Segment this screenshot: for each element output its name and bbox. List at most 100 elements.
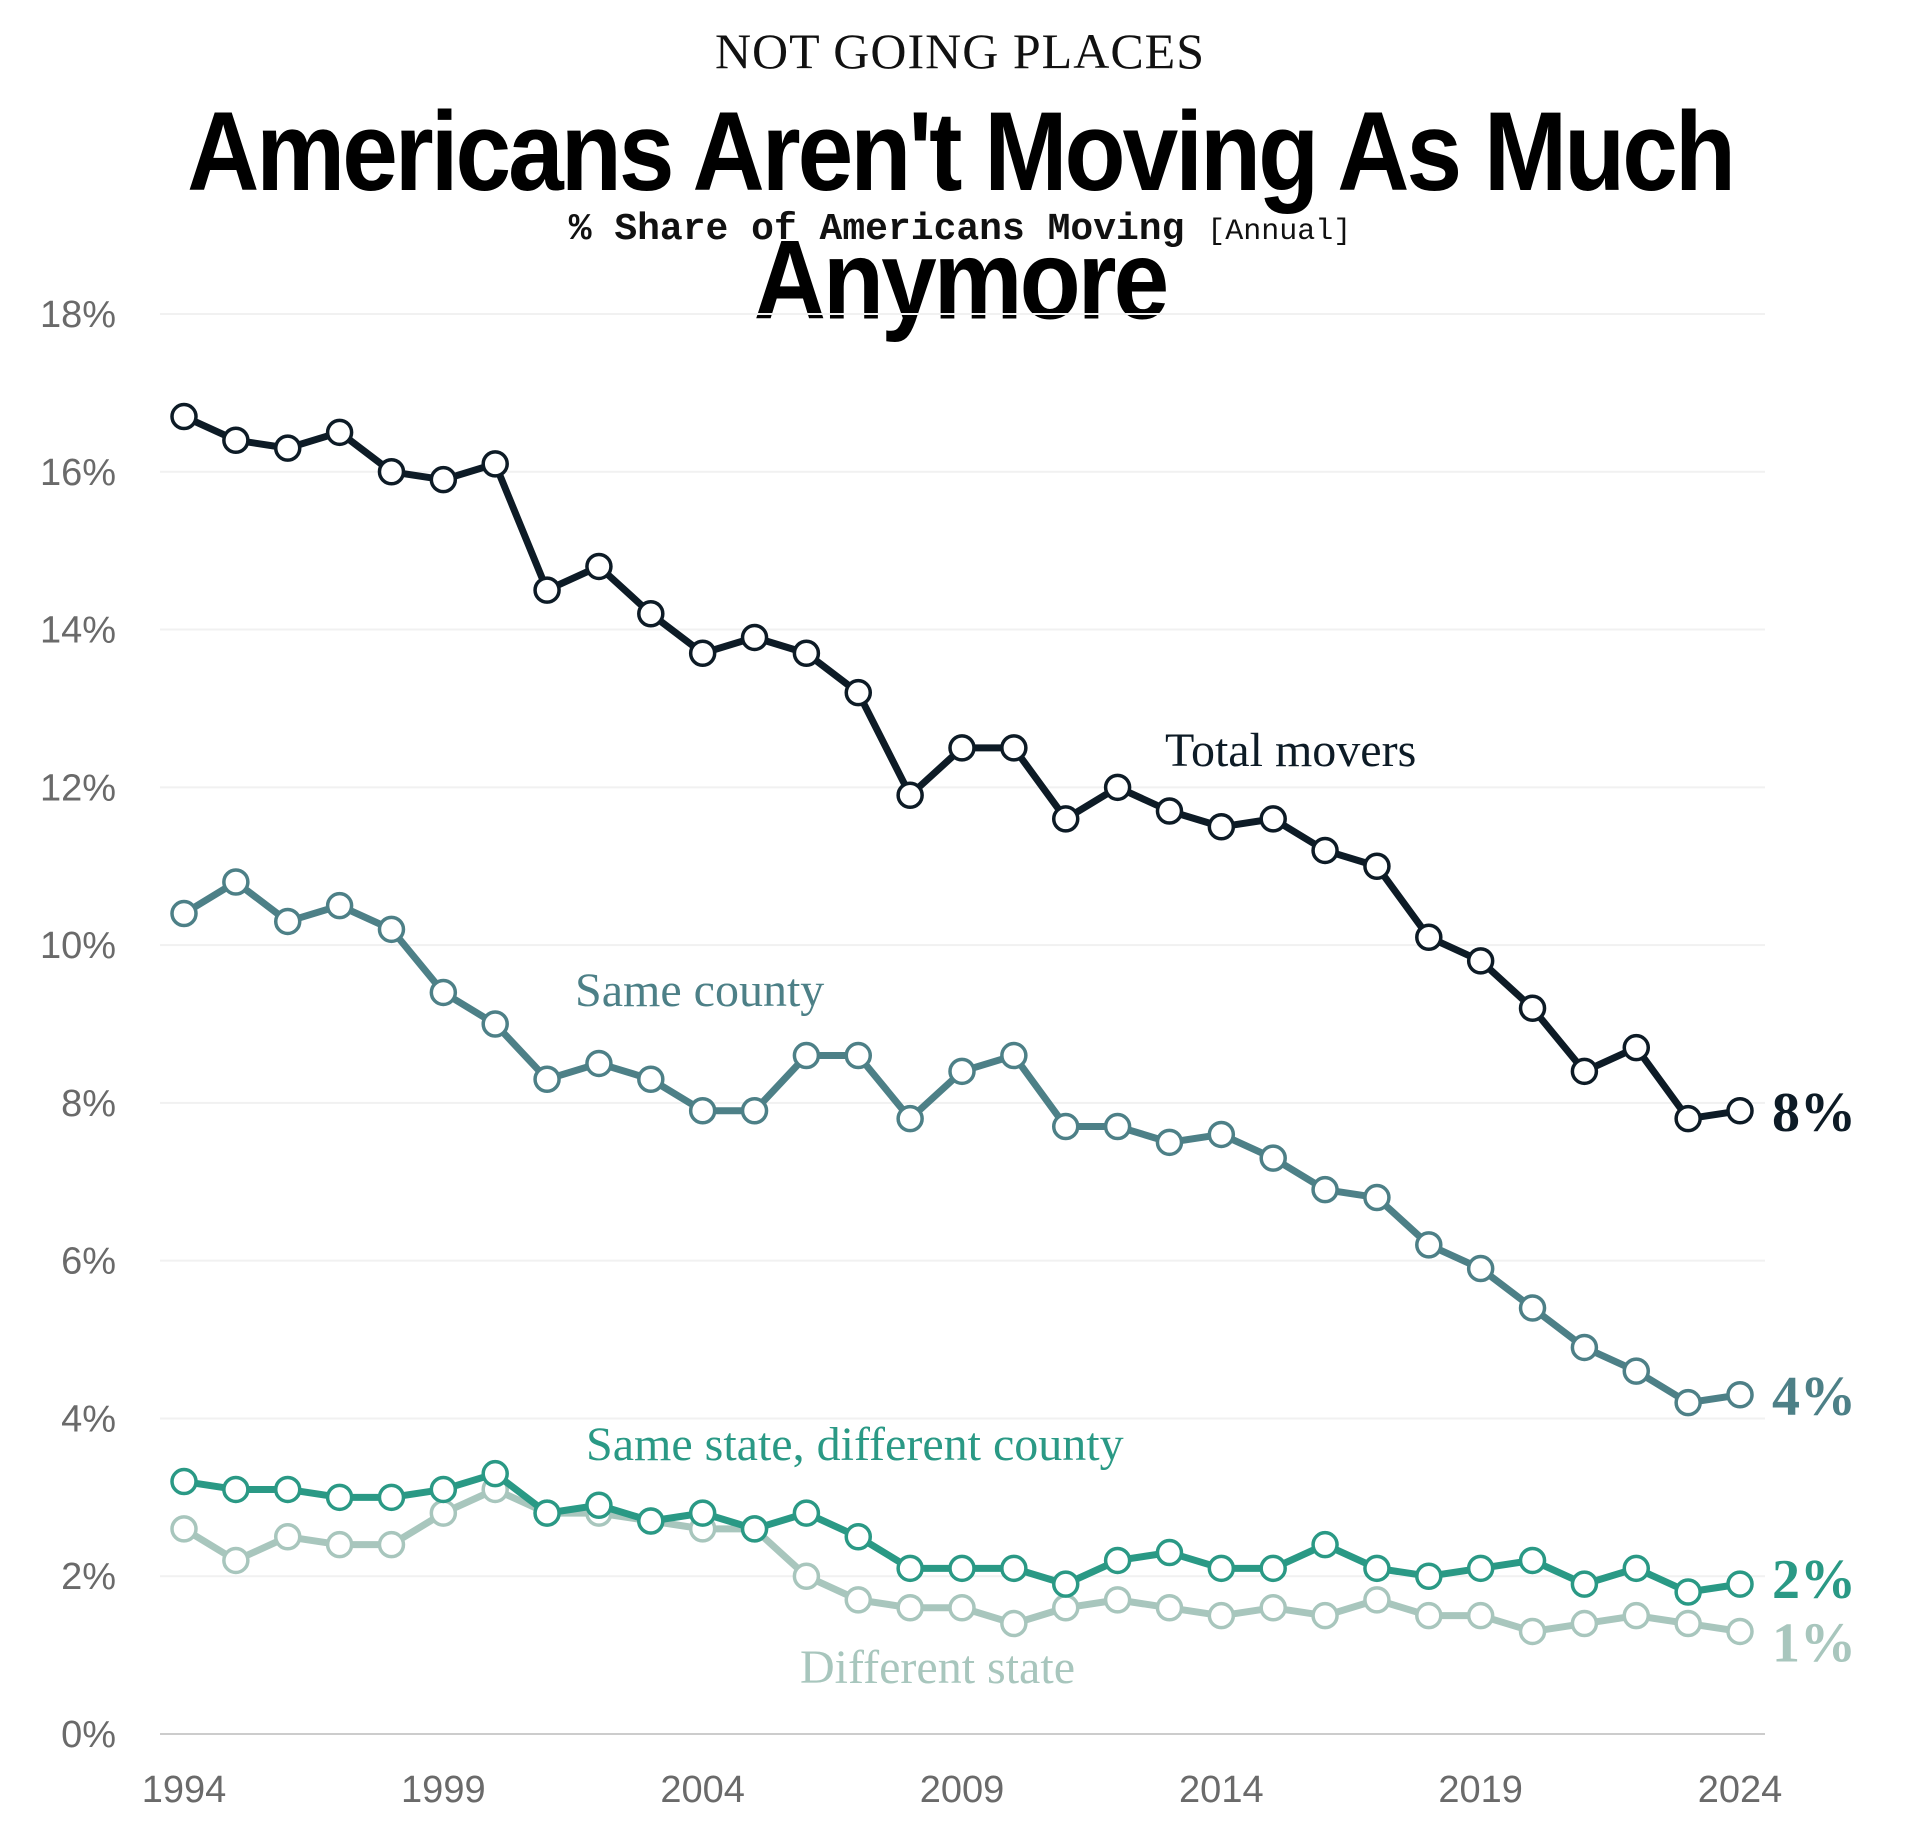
data-point	[637, 600, 665, 628]
data-point	[1466, 1601, 1495, 1630]
data-point	[1622, 1033, 1651, 1062]
data-point	[1000, 1554, 1028, 1583]
data-point	[585, 552, 613, 581]
data-point	[481, 450, 509, 478]
data-point	[1622, 1357, 1651, 1385]
data-point	[1207, 1601, 1236, 1630]
data-point	[1674, 1609, 1702, 1638]
data-point	[429, 465, 458, 494]
data-point	[896, 781, 924, 809]
data-point	[377, 915, 406, 944]
data-point	[377, 1530, 406, 1559]
data-point	[1363, 852, 1391, 880]
data-point	[1674, 1578, 1702, 1606]
data-point	[1518, 1294, 1547, 1322]
data-point	[844, 1041, 873, 1070]
x-tick-label: 2014	[1179, 1769, 1264, 1811]
data-point	[740, 1097, 769, 1125]
y-tick-label: 12%	[40, 767, 116, 809]
data-point	[1570, 1057, 1599, 1086]
series-end-label: 8%	[1772, 1082, 1856, 1144]
y-tick-label: 2%	[61, 1556, 116, 1598]
chart-subtitle: % Share of Americans Moving [Annual]	[0, 208, 1920, 251]
x-tick-label: 2009	[920, 1769, 1005, 1811]
data-point	[1311, 1601, 1339, 1630]
data-point	[325, 891, 354, 920]
data-point	[637, 1507, 665, 1535]
data-point	[948, 734, 976, 762]
data-point	[1622, 1601, 1651, 1630]
data-point	[273, 907, 302, 936]
data-point	[1259, 1594, 1287, 1622]
data-point	[533, 576, 561, 604]
data-point	[1155, 1128, 1184, 1157]
data-point	[1311, 1530, 1339, 1559]
series-name-label: Same county	[575, 964, 824, 1017]
data-point	[170, 1515, 198, 1543]
data-point	[170, 402, 198, 431]
data-point	[1363, 1586, 1391, 1614]
data-point	[222, 1546, 250, 1575]
y-tick-label: 4%	[61, 1398, 116, 1440]
subtitle-text: % Share of Americans Moving	[568, 208, 1185, 251]
data-point	[1466, 1554, 1495, 1583]
data-point	[1259, 1144, 1287, 1172]
data-point	[1311, 836, 1339, 865]
x-tick-label: 2024	[1698, 1769, 1783, 1811]
data-point	[429, 978, 458, 1007]
data-point	[1570, 1609, 1599, 1638]
data-point	[1518, 994, 1547, 1022]
data-point	[1674, 1388, 1702, 1417]
data-point	[1207, 813, 1236, 841]
data-point	[533, 1499, 561, 1527]
y-tick-label: 6%	[61, 1241, 116, 1283]
data-point	[585, 1491, 613, 1519]
data-point	[1518, 1546, 1547, 1575]
data-point	[1622, 1554, 1651, 1583]
data-point	[1103, 1546, 1132, 1575]
data-point	[948, 1594, 976, 1622]
data-point	[222, 426, 250, 454]
data-point	[1674, 1104, 1702, 1133]
data-point	[1051, 1570, 1080, 1598]
data-point	[1051, 1112, 1080, 1141]
data-point	[170, 1467, 198, 1496]
data-point	[1415, 923, 1443, 951]
data-point	[325, 1483, 354, 1512]
data-point	[1000, 1609, 1028, 1638]
data-point	[325, 418, 354, 447]
data-point	[429, 1475, 458, 1504]
data-point	[1726, 1381, 1754, 1409]
data-point	[1155, 1538, 1184, 1567]
data-point	[1103, 1586, 1132, 1614]
data-point	[1570, 1570, 1599, 1598]
series-end-label: 4%	[1772, 1366, 1856, 1428]
y-tick-label: 8%	[61, 1083, 116, 1125]
y-tick-label: 10%	[40, 925, 116, 967]
data-point	[844, 1523, 873, 1551]
data-point	[844, 678, 873, 707]
data-point	[896, 1104, 924, 1133]
data-point	[1415, 1562, 1443, 1590]
x-tick-label: 1999	[401, 1769, 486, 1811]
data-point	[896, 1554, 924, 1583]
data-point	[1103, 1112, 1132, 1141]
data-point	[222, 868, 250, 896]
data-point	[637, 1065, 665, 1093]
data-point	[1051, 805, 1080, 833]
data-point	[1415, 1231, 1443, 1259]
data-point	[1466, 947, 1495, 975]
grid-layer	[160, 313, 1765, 1735]
y-tick-label: 0%	[61, 1714, 116, 1756]
chart-kicker: NOT GOING PLACES	[714, 23, 1206, 79]
data-point	[1363, 1554, 1391, 1583]
data-point	[585, 1049, 613, 1078]
data-point	[1155, 797, 1184, 825]
data-point	[170, 899, 198, 928]
data-point	[948, 1554, 976, 1583]
x-tick-label: 2019	[1438, 1769, 1523, 1811]
data-point	[1000, 734, 1028, 762]
series-total-movers	[170, 402, 1754, 1133]
data-point	[896, 1594, 924, 1622]
